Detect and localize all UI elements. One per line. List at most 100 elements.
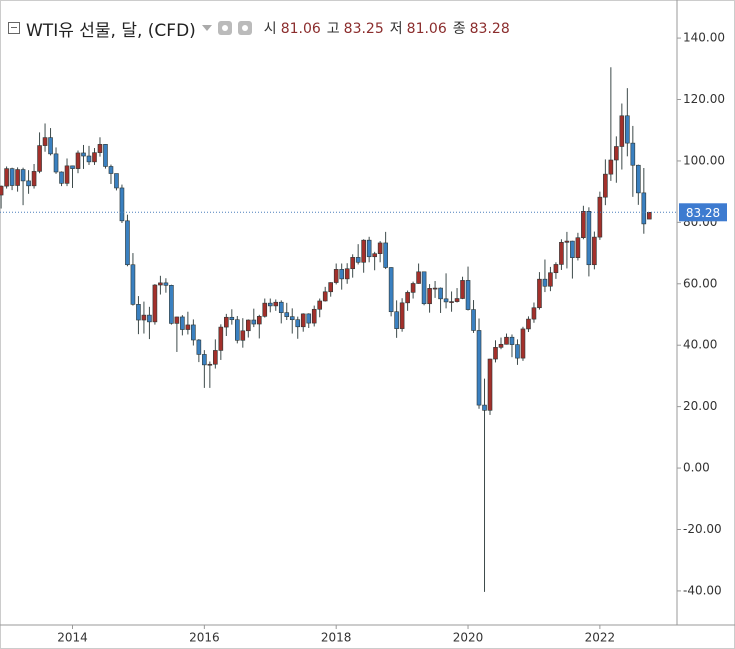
candle-body [20, 169, 26, 182]
candle-body [619, 115, 625, 147]
candle-body [476, 330, 482, 406]
ohlc-readout: 시 81.06 고 83.25 저 81.06 종 83.28 [258, 18, 510, 38]
candle-body [75, 152, 81, 169]
ohlc-key: 고 [326, 21, 340, 37]
candle-body [608, 159, 614, 175]
candle-body [322, 291, 328, 302]
candle-body [449, 301, 454, 303]
candle-body [625, 115, 630, 144]
candle-body [394, 311, 399, 329]
candle-body [103, 144, 108, 167]
candle-body [141, 314, 147, 321]
candle-body [64, 165, 70, 184]
candle-body [443, 298, 449, 303]
candle-body [377, 242, 383, 254]
candle-body [559, 242, 564, 265]
candle-body [553, 264, 559, 274]
candle-body [592, 236, 597, 266]
candle-body [366, 239, 372, 258]
settings-icon[interactable] [237, 21, 252, 35]
candle-body [350, 257, 355, 270]
chart-title: WTI유 선물, 달, (CFD) [26, 20, 196, 41]
candle-body [482, 404, 487, 411]
candle-body [438, 287, 443, 300]
candle-body [630, 142, 636, 166]
candle-body [410, 283, 416, 293]
candle-body [300, 313, 306, 328]
candle-body [432, 287, 438, 290]
candle-body [108, 166, 114, 174]
candle-body [520, 328, 526, 359]
candle-body [405, 292, 410, 304]
x-tick-label: 2016 [189, 631, 220, 645]
candle-body [493, 347, 498, 360]
candle-body [465, 280, 471, 310]
ohlc-value: 81.06 [280, 21, 321, 37]
y-tick-label: -20.00 [683, 522, 722, 536]
candle-body [152, 284, 158, 323]
candle-body [284, 312, 290, 317]
candle-body [213, 350, 218, 365]
candle-body [498, 343, 504, 348]
candle-body [245, 319, 251, 332]
candle-body [86, 155, 92, 163]
candle-body [339, 269, 344, 280]
candle-body [191, 324, 196, 341]
candle-body [267, 302, 273, 307]
candle-body [256, 316, 262, 325]
candle-body [92, 152, 97, 163]
y-tick-label: 60.00 [683, 276, 717, 290]
y-tick-label: 20.00 [683, 399, 717, 413]
candle-body [0, 185, 4, 196]
candle-body [136, 304, 141, 321]
candle-body [114, 173, 119, 189]
candle-body [614, 146, 619, 161]
candle-body [328, 282, 333, 293]
candle-body [26, 180, 31, 187]
candle-body [564, 240, 570, 243]
candle-body [306, 313, 312, 324]
candle-body [355, 257, 361, 263]
candle-body [344, 268, 350, 280]
candle-body [9, 168, 15, 186]
candle-body [174, 316, 180, 324]
candle-body [548, 272, 553, 287]
ohlc-key: 시 [263, 21, 277, 37]
y-tick-label: 40.00 [683, 338, 717, 352]
candle-body [399, 302, 405, 329]
candle-body [427, 288, 432, 305]
candle-body [416, 271, 421, 284]
candle-body [180, 316, 185, 330]
candle-body [636, 164, 641, 194]
last-price-box [679, 203, 727, 222]
x-tick-label: 2018 [321, 631, 352, 645]
candle-body [147, 314, 152, 323]
x-tick-label: 2020 [453, 631, 484, 645]
candle-body [454, 298, 460, 302]
ohlc-value: 83.28 [469, 21, 510, 37]
candle-body [262, 302, 268, 317]
candle-body [586, 211, 592, 266]
candle-body [235, 319, 240, 341]
candle-body [581, 211, 586, 239]
candle-body [311, 308, 317, 324]
y-tick-label: 120.00 [683, 92, 725, 106]
candle-body [289, 316, 295, 321]
candle-body [471, 309, 476, 331]
y-tick-label: -40.00 [683, 583, 722, 597]
candle-body [531, 307, 537, 320]
candle-body [240, 330, 246, 341]
candle-body [158, 282, 163, 286]
candle-body [53, 153, 59, 173]
candle-body [169, 285, 174, 324]
candle-body [515, 344, 520, 359]
dropdown[interactable] [201, 25, 212, 31]
y-tick-label: 100.00 [683, 153, 725, 167]
ohlc-value: 81.06 [406, 21, 447, 37]
settings-icon[interactable] [217, 21, 232, 35]
candle-body [273, 301, 279, 307]
collapse-icon[interactable] [8, 22, 20, 34]
candle-body [251, 319, 257, 325]
candle-body [487, 358, 493, 411]
